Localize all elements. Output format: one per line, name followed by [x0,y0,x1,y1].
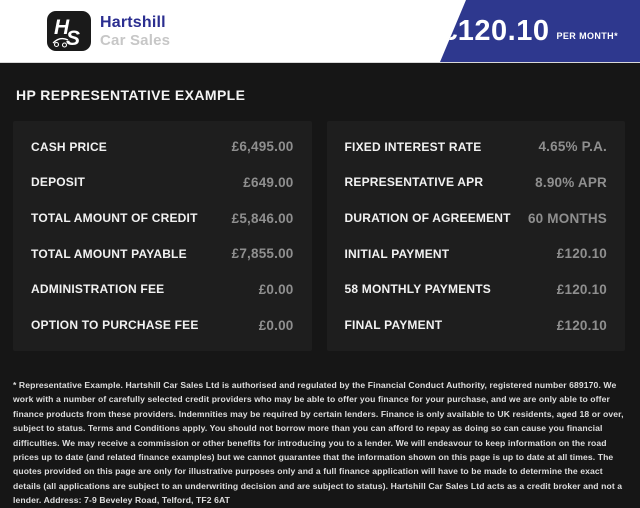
row-value: £120.10 [556,246,607,262]
disclaimer-text: * Representative Example. Hartshill Car … [13,380,624,506]
table-row: REPRESENTATIVE APR 8.90% APR [345,175,608,190]
table-row: INITIAL PAYMENT £120.10 [345,246,608,261]
table-row: FIXED INTEREST RATE 4.65% P.A. [345,139,608,154]
finance-panel-left: CASH PRICE £6,495.00 DEPOSIT £649.00 TOT… [13,121,312,351]
monthly-price-period: PER MONTH* [556,31,618,41]
row-label: INITIAL PAYMENT [344,246,450,261]
table-row: TOTAL AMOUNT OF CREDIT £5,846.00 [31,211,294,226]
row-value: 4.65% P.A. [538,139,607,155]
row-value: £0.00 [258,281,294,297]
row-value: 8.90% APR [535,174,607,190]
table-row: OPTION TO PURCHASE FEE £0.00 [31,318,294,333]
table-row: FINAL PAYMENT £120.10 [345,318,608,333]
monthly-price-amount: £120.10 [441,14,550,47]
row-label: FINAL PAYMENT [344,318,443,333]
table-row: ADMINISTRATION FEE £0.00 [31,282,294,297]
row-label: CASH PRICE [31,139,108,154]
row-label: DURATION OF AGREEMENT [344,211,511,226]
row-label: TOTAL AMOUNT OF CREDIT [31,211,198,226]
row-label: DEPOSIT [31,175,86,190]
table-row: TOTAL AMOUNT PAYABLE £7,855.00 [31,246,294,261]
hartshill-logo-icon: H S [47,11,91,51]
monthly-price-banner: £120.10 PER MONTH* [440,0,640,62]
row-value: £6,495.00 [231,139,294,155]
table-row: CASH PRICE £6,495.00 [31,139,294,154]
brand-subtitle: Car Sales [100,31,171,49]
row-value: £120.10 [556,317,607,333]
finance-panel-right: FIXED INTEREST RATE 4.65% P.A. REPRESENT… [326,121,625,351]
row-label: OPTION TO PURCHASE FEE [31,318,199,333]
row-value: 60 MONTHS [527,210,607,226]
brand-text: Hartshill Car Sales [100,13,171,49]
svg-text:H: H [54,16,70,39]
finance-panels: CASH PRICE £6,495.00 DEPOSIT £649.00 TOT… [13,121,625,351]
site-header: H S Hartshill Car Sales £120.10 PER MONT… [0,0,640,63]
row-value: £7,855.00 [231,246,294,262]
page-title: HP REPRESENTATIVE EXAMPLE [16,87,246,103]
row-label: TOTAL AMOUNT PAYABLE [31,246,187,261]
row-value: £649.00 [243,174,294,190]
row-value: £0.00 [258,317,294,333]
row-label: 58 MONTHLY PAYMENTS [344,282,492,297]
brand-name: Hartshill [100,13,166,31]
svg-text:S: S [66,27,80,50]
row-label: ADMINISTRATION FEE [31,282,165,297]
table-row: 58 MONTHLY PAYMENTS £120.10 [345,282,608,297]
table-row: DEPOSIT £649.00 [31,175,294,190]
header-logo[interactable]: H S Hartshill Car Sales [47,11,170,51]
row-value: £120.10 [556,281,607,297]
row-value: £5,846.00 [231,210,294,226]
table-row: DURATION OF AGREEMENT 60 MONTHS [345,211,608,226]
row-label: REPRESENTATIVE APR [344,175,484,190]
row-label: FIXED INTEREST RATE [344,139,482,154]
